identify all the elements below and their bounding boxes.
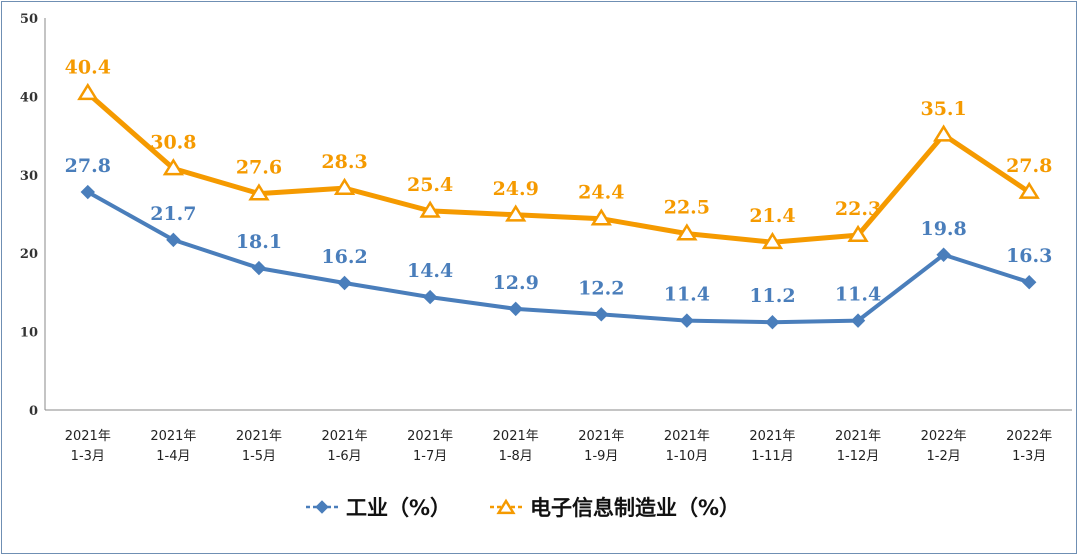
- x-tick-label: 1-3月: [1012, 449, 1046, 464]
- legend-marker-0: [315, 500, 329, 514]
- y-tick-label: 50: [20, 12, 38, 27]
- data-point-1: [932, 124, 955, 142]
- x-tick-label: 2021年: [65, 429, 111, 444]
- data-point-1: [676, 223, 698, 241]
- x-tick-label: 1-8月: [499, 449, 533, 464]
- x-tick-label: 2021年: [749, 429, 795, 444]
- data-point-0: [679, 313, 695, 328]
- data-label-0: 16.2: [321, 246, 367, 268]
- data-point-0: [422, 289, 438, 305]
- data-label-0: 12.9: [493, 272, 539, 294]
- data-label-1: 27.6: [236, 157, 282, 179]
- y-tick-label: 40: [20, 90, 38, 105]
- data-label-1: 25.4: [407, 174, 453, 196]
- data-point-1: [162, 158, 185, 176]
- data-point-1: [761, 231, 784, 250]
- data-point-0: [850, 313, 866, 328]
- x-tick-label: 2022年: [921, 429, 967, 444]
- data-label-0: 11.4: [664, 284, 710, 306]
- x-tick-label: 1-2月: [927, 449, 961, 464]
- x-tick-label: 1-10月: [666, 449, 709, 464]
- y-tick-label: 30: [20, 169, 38, 184]
- data-point-0: [594, 307, 609, 322]
- data-label-0: 11.2: [749, 285, 795, 307]
- x-tick-label: 1-11月: [751, 449, 794, 464]
- data-point-0: [936, 247, 951, 262]
- legend-label-1: 电子信息制造业（%）: [530, 496, 740, 520]
- x-tick-label: 1-4月: [156, 449, 190, 464]
- data-label-1: 21.4: [749, 205, 795, 227]
- data-point-0: [251, 260, 267, 276]
- x-tick-label: 2021年: [407, 429, 453, 444]
- data-point-1: [505, 204, 527, 222]
- data-point-1: [847, 224, 869, 243]
- data-label-1: 40.4: [65, 56, 111, 78]
- x-tick-label: 1-3月: [71, 449, 105, 464]
- data-point-0: [166, 232, 181, 248]
- data-point-0: [80, 184, 95, 200]
- data-point-0: [765, 314, 780, 330]
- data-label-0: 19.8: [920, 218, 966, 240]
- y-tick-label: 0: [29, 404, 38, 419]
- data-point-1: [419, 200, 441, 218]
- data-point-1: [590, 208, 612, 226]
- data-label-1: 24.9: [493, 178, 539, 200]
- x-tick-label: 2022年: [1006, 429, 1052, 444]
- data-label-0: 12.2: [578, 277, 624, 299]
- data-point-0: [508, 301, 523, 317]
- data-label-1: 22.3: [835, 198, 881, 220]
- data-point-1: [77, 82, 99, 101]
- data-point-1: [1018, 181, 1040, 199]
- x-tick-label: 2021年: [835, 429, 881, 444]
- legend-marker-1: [496, 498, 516, 515]
- x-tick-label: 1-12月: [837, 449, 880, 464]
- data-label-1: 30.8: [150, 132, 196, 154]
- series-line-0: [85, 190, 1032, 325]
- data-point-0: [1022, 275, 1037, 290]
- x-tick-label: 2021年: [664, 429, 710, 444]
- series-line-1: [85, 90, 1032, 245]
- data-label-1: 35.1: [920, 98, 966, 120]
- x-tick-label: 2021年: [493, 429, 539, 444]
- data-label-0: 16.3: [1006, 245, 1052, 267]
- data-label-1: 22.5: [664, 197, 710, 219]
- x-tick-label: 1-6月: [327, 449, 361, 464]
- y-tick-label: 10: [20, 326, 38, 341]
- data-label-1: 27.8: [1006, 155, 1052, 177]
- x-tick-label: 2021年: [236, 429, 282, 444]
- x-tick-label: 1-9月: [584, 449, 618, 464]
- data-label-0: 11.4: [835, 284, 881, 306]
- data-point-1: [248, 183, 270, 201]
- data-label-0: 21.7: [150, 203, 196, 225]
- data-label-0: 18.1: [236, 231, 282, 253]
- x-tick-label: 2021年: [150, 429, 196, 444]
- legend-label-0: 工业（%）: [346, 496, 451, 520]
- x-tick-label: 1-7月: [413, 449, 447, 464]
- x-tick-label: 2021年: [578, 429, 624, 444]
- data-point-0: [337, 275, 352, 291]
- data-label-1: 24.4: [578, 182, 624, 204]
- data-label-0: 27.8: [65, 155, 111, 177]
- x-tick-label: 1-5月: [242, 449, 276, 464]
- data-label-0: 14.4: [407, 260, 453, 282]
- data-label-1: 28.3: [321, 151, 367, 173]
- data-point-1: [333, 177, 356, 195]
- x-tick-label: 2021年: [321, 429, 367, 444]
- y-tick-label: 20: [20, 247, 38, 262]
